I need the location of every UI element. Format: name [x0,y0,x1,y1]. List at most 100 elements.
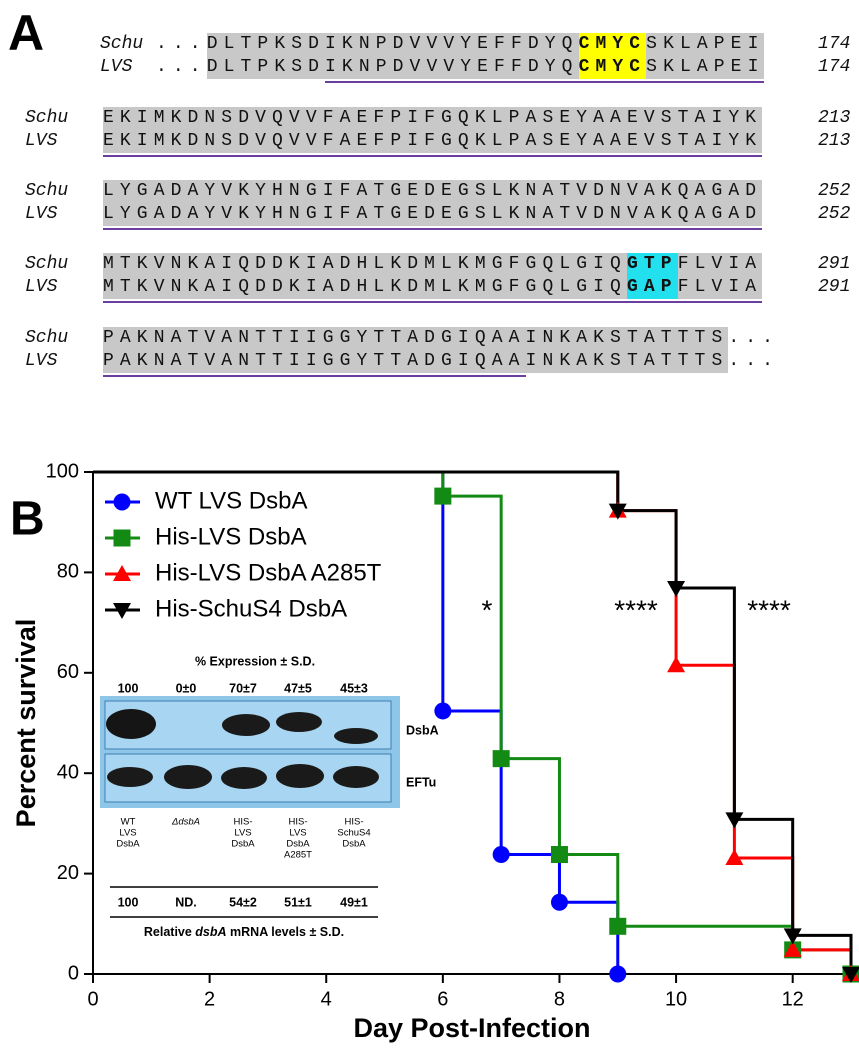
sequence-name: Schu [25,328,69,348]
lane-label: ΔdsbA [171,817,200,828]
sequence-name: LVS [25,131,58,151]
underline [103,155,763,157]
marker [667,580,686,597]
band [276,712,322,732]
y-tick-label: 100 [46,460,79,482]
band [164,765,212,789]
band [276,764,324,788]
underline [103,228,763,230]
mrna-value: 51±1 [284,895,312,909]
marker [550,846,568,864]
legend-label: His-LVS DsbA A285T [155,559,382,586]
residues: LYGADAYVKYHNGIFATGEDEGSLKNATVDNVAKQAGAD [103,203,763,226]
residues: GTP [626,253,678,276]
underline [103,301,763,303]
inset-blot: Relative dsbA mRNA levels ± S.D. % Expre… [100,654,400,939]
mrna-value: ND. [175,895,197,909]
residues: DLTPKSDIKNPDVVVYEFFDYQ [206,56,579,79]
lane-label: DsbA [286,839,310,850]
band [107,767,153,787]
mrna-value: 54±2 [229,895,257,909]
marker [113,565,131,581]
underline [103,375,526,377]
marker [434,702,452,720]
sequence-row: LYGADAYVKYHNGIFATGEDEGSLKNATVDNVAKQAGAD [103,203,763,226]
sequence-row: PAKNATVANTTIIGGYTTADGIQAAINKAKSTATTTS... [103,327,779,350]
lane-label: A285T [284,850,312,861]
panel-label: B [10,493,45,546]
residues: ... [728,351,780,371]
residues: ... [728,328,780,348]
residues: DLTPKSDIKNPDVVVYEFFDYQ [206,33,579,56]
x-tick-label: 4 [321,988,332,1010]
residues: PAKNATVANTTIIGGYTTADGIQAAINKAKSTATTTS [103,350,729,373]
marker [609,917,627,935]
x-tick-label: 2 [204,988,215,1010]
sequence-name: Schu [25,108,69,128]
caption-part: mRNA levels ± S.D. [227,925,345,939]
residue-number: 291 [818,254,851,274]
marker [725,849,744,866]
residues: SKLAPEI [646,56,765,79]
residue-number: 213 [818,108,851,128]
sequence-name: LVS [25,277,58,297]
annotation: **** [614,594,658,625]
y-tick-label: 40 [57,761,79,783]
expression-value: 47±5 [284,681,312,695]
mrna-value: 100 [118,895,139,909]
survival-line [93,470,853,974]
expression-value: 0±0 [176,681,197,695]
residues: GAP [626,276,678,299]
marker [113,603,131,619]
sequence-name: LVS [100,57,133,77]
y-tick-label: 20 [57,862,79,884]
marker [783,928,802,945]
x-tick-label: 10 [665,988,687,1010]
lane-label: LVS [289,828,306,839]
y-tick-label: 0 [68,962,79,984]
caption-part: Relative [144,925,195,939]
band [334,728,378,744]
mrna-caption: Relative dsbA mRNA levels ± S.D. [144,925,344,939]
residues: FLVIA [677,253,763,276]
marker [492,750,510,768]
x-tick-label: 0 [87,988,98,1010]
marker [609,965,627,983]
band-label: EFTu [406,775,436,789]
expression-value: 45±3 [340,681,368,695]
sequence-row: LYGADAYVKYHNGIFATGEDEGSLKNATVDNVAKQAGAD [103,180,763,203]
expression-value: 100 [118,681,139,695]
sequence-row: EKIMKDNSDVQVVFAEFPIFGQKLPASEYAAEVSTAIYK [103,107,763,130]
sequence-name: Schu [100,34,144,54]
residue-number: 252 [818,204,851,224]
inset-title: % Expression ± S.D. [195,654,315,668]
panel-label: A [8,5,45,61]
underline [325,81,765,83]
marker [550,893,568,911]
residues: FLVIA [677,276,763,299]
annotation: **** [747,594,791,625]
sequence-row: ...DLTPKSDIKNPDVVVYEFFDYQCMYCSKLAPEI [156,56,765,79]
legend-label: His-LVS DsbA [155,523,307,550]
residue-number: 291 [818,277,851,297]
marker [667,656,686,673]
residues: ... [156,57,207,77]
marker [113,529,131,547]
band [106,709,156,739]
marker [783,940,802,957]
residues: EKIMKDNSDVQVVFAEFPIFGQKLPASEYAAEVSTAIYK [103,107,763,130]
residues: MTKVNKAIQDDKIADHLKDMLKMGFGQLGIQ [103,276,627,299]
x-tick-label: 8 [554,988,565,1010]
sequence-row: PAKNATVANTTIIGGYTTADGIQAAINKAKSTATTTS... [103,350,779,373]
residue-number: 252 [818,181,851,201]
legend-label: WT LVS DsbA [155,487,307,514]
band [333,766,379,788]
caption-part: dsbA [195,925,226,939]
residue-number: 174 [818,57,851,77]
band [221,767,267,789]
residue-number: 174 [818,34,851,54]
sequence-name: Schu [25,181,69,201]
lane-label: DsbA [342,839,366,850]
residues: ... [156,34,207,54]
